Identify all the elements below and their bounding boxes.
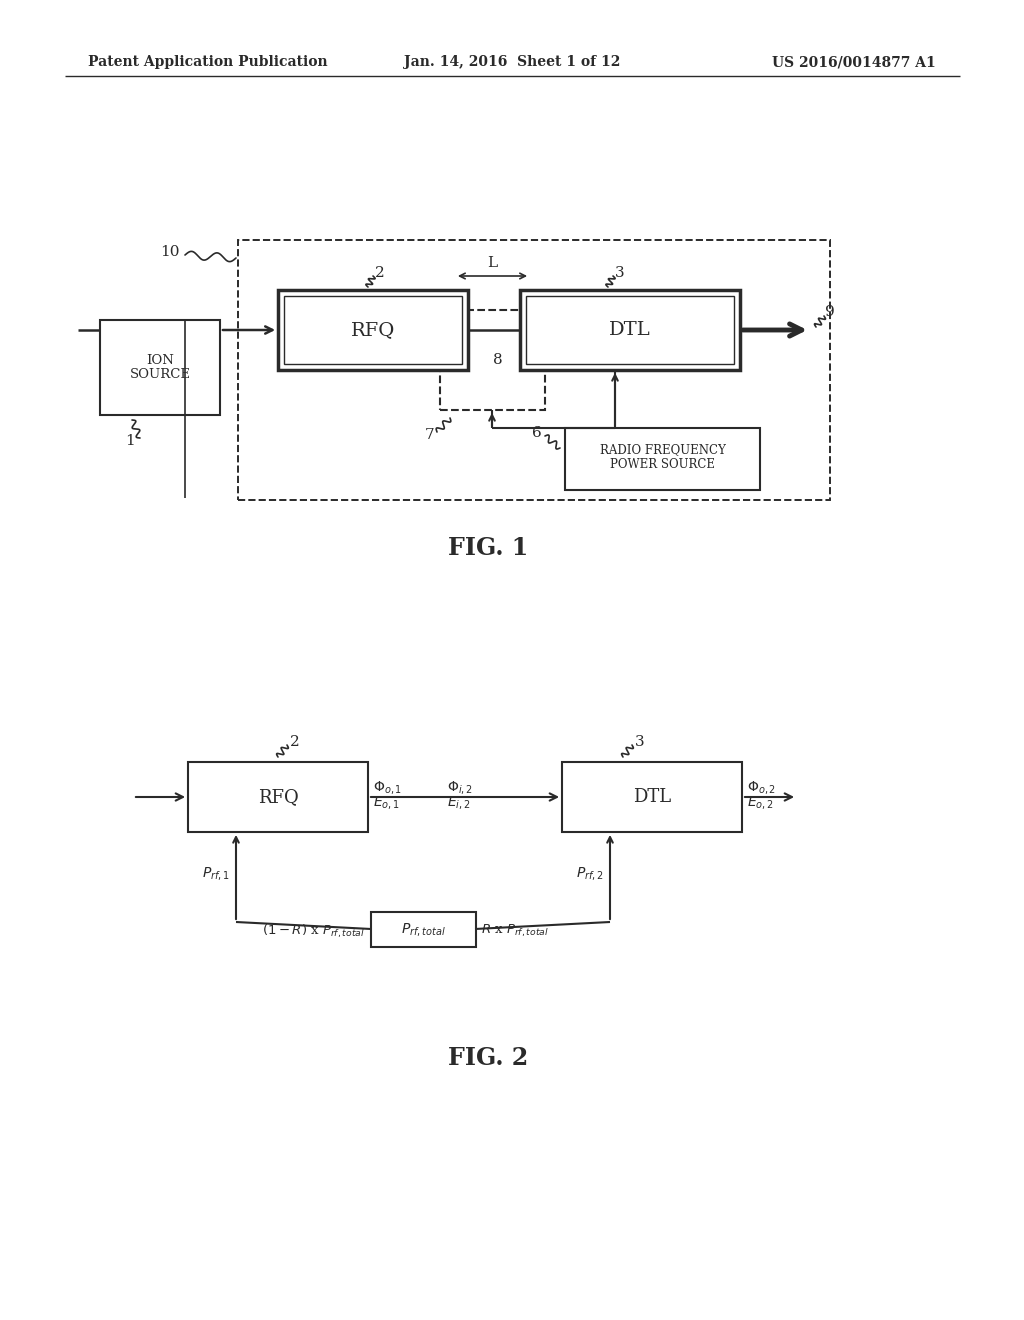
Bar xyxy=(284,296,462,364)
Text: $E_{o,1}$: $E_{o,1}$ xyxy=(373,795,400,810)
Text: RADIO FREQUENCY
POWER SOURCE: RADIO FREQUENCY POWER SOURCE xyxy=(600,444,725,471)
Text: L: L xyxy=(487,256,498,271)
Text: RFQ: RFQ xyxy=(258,788,298,807)
Text: DTL: DTL xyxy=(609,321,651,339)
Text: $P_{rf,1}$: $P_{rf,1}$ xyxy=(202,866,230,883)
Text: $\Phi_{i,2}$: $\Phi_{i,2}$ xyxy=(447,779,473,796)
Text: 9: 9 xyxy=(825,305,835,319)
Text: $E_{o,2}$: $E_{o,2}$ xyxy=(746,795,774,810)
Text: FIG. 2: FIG. 2 xyxy=(447,1045,528,1071)
Text: Patent Application Publication: Patent Application Publication xyxy=(88,55,328,69)
Text: 3: 3 xyxy=(635,735,645,748)
Text: US 2016/0014877 A1: US 2016/0014877 A1 xyxy=(772,55,936,69)
Text: 2: 2 xyxy=(375,267,385,280)
Bar xyxy=(100,319,220,414)
Text: FIG. 1: FIG. 1 xyxy=(447,536,528,560)
Text: 7: 7 xyxy=(425,428,435,442)
Bar xyxy=(565,428,760,490)
Text: 2: 2 xyxy=(290,735,300,748)
Text: $R$ x $P_{rf,total}$: $R$ x $P_{rf,total}$ xyxy=(481,923,549,940)
Bar xyxy=(278,290,468,370)
Text: $\Phi_{o,1}$: $\Phi_{o,1}$ xyxy=(373,779,402,796)
Text: $\Phi_{o,2}$: $\Phi_{o,2}$ xyxy=(746,779,776,796)
Bar xyxy=(440,310,545,411)
Text: 8: 8 xyxy=(493,352,503,367)
Text: $P_{rf,total}$: $P_{rf,total}$ xyxy=(400,920,445,937)
Text: $(1-R)$ x $P_{rf,total}$: $(1-R)$ x $P_{rf,total}$ xyxy=(262,923,365,940)
Bar xyxy=(371,912,476,946)
Text: 10: 10 xyxy=(160,246,180,259)
Text: 6: 6 xyxy=(532,426,542,440)
Bar xyxy=(238,240,830,500)
Text: 3: 3 xyxy=(615,267,625,280)
Text: RFQ: RFQ xyxy=(351,321,395,339)
Bar xyxy=(520,290,740,370)
Text: DTL: DTL xyxy=(633,788,671,807)
Bar xyxy=(562,762,742,832)
Text: $P_{rf,2}$: $P_{rf,2}$ xyxy=(577,866,604,883)
Text: ION
SOURCE: ION SOURCE xyxy=(129,354,190,381)
Bar xyxy=(188,762,368,832)
Text: $E_{i,2}$: $E_{i,2}$ xyxy=(447,795,471,810)
Bar xyxy=(526,296,734,364)
Text: Jan. 14, 2016  Sheet 1 of 12: Jan. 14, 2016 Sheet 1 of 12 xyxy=(403,55,621,69)
Text: 1: 1 xyxy=(125,434,135,447)
